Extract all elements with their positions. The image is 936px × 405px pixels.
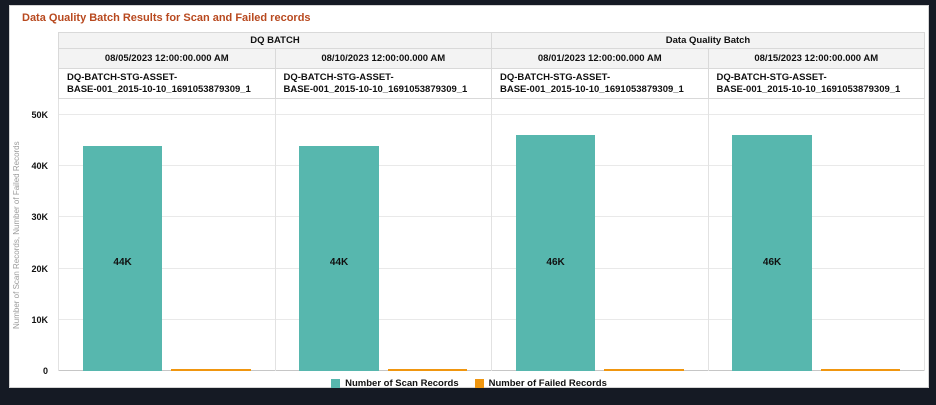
gridline — [59, 216, 925, 218]
legend-item-failed-records[interactable]: Number of Failed Records — [474, 377, 607, 389]
gridlines — [59, 99, 925, 371]
failed-records-bar[interactable] — [820, 369, 901, 371]
failed-records-bar[interactable] — [387, 369, 468, 371]
legend-label: Number of Failed Records — [488, 377, 607, 389]
legend-label: Number of Scan Records — [345, 377, 459, 389]
column-date-header: 08/15/2023 12:00:00.000 AM — [708, 49, 925, 69]
column-group-header: DQ BATCH — [59, 33, 492, 49]
gridline — [59, 267, 925, 269]
chart-column: 44K — [276, 99, 492, 371]
chart-panel: Data Quality Batch Results for Scan and … — [9, 5, 929, 390]
chart-legend: Number of Scan Records Number of Failed … — [10, 376, 928, 390]
column-series-label-row: DQ-BATCH-STG-ASSET- BASE-001_2015-10-10_… — [58, 69, 925, 99]
column-series-label: DQ-BATCH-STG-ASSET- BASE-001_2015-10-10_… — [275, 69, 492, 99]
failed-records-bar[interactable] — [604, 369, 684, 371]
y-axis-tick-label: 40K — [31, 161, 48, 172]
column-group-header: Data Quality Batch — [492, 33, 925, 49]
scan-records-bar[interactable]: 44K — [299, 145, 379, 371]
gridline — [59, 370, 925, 371]
column-series-label: DQ-BATCH-STG-ASSET- BASE-001_2015-10-10_… — [708, 69, 925, 99]
column-date-header: 08/01/2023 12:00:00.000 AM — [492, 49, 709, 69]
bar-value-label: 44K — [329, 257, 349, 268]
chart-column: 46K — [709, 99, 925, 371]
chart-column: 44K — [59, 99, 276, 371]
y-axis-tick-label: 30K — [31, 212, 48, 223]
y-axis-ticks: 0 10K 20K 30K 40K 50K — [10, 99, 54, 376]
bar-value-label: 46K — [546, 257, 565, 268]
bar-value-label: 46K — [762, 257, 782, 268]
column-group-header-row: DQ BATCH Data Quality Batch — [58, 32, 925, 49]
y-axis-tick-label: 10K — [31, 314, 48, 325]
column-series-label: DQ-BATCH-STG-ASSET- BASE-001_2015-10-10_… — [59, 69, 276, 99]
failed-records-bar[interactable] — [171, 369, 251, 371]
plot-area: 44K 44K 46K 46K — [58, 99, 925, 371]
failed-records-swatch-icon — [474, 378, 484, 388]
column-date-header-row: 08/05/2023 12:00:00.000 AM 08/10/2023 12… — [58, 49, 925, 69]
gridline — [59, 114, 925, 115]
legend-item-scan-records[interactable]: Number of Scan Records — [331, 378, 459, 389]
chart-column: 46K — [492, 99, 709, 371]
column-date-header: 08/05/2023 12:00:00.000 AM — [59, 49, 276, 69]
column-series-label: DQ-BATCH-STG-ASSET- BASE-001_2015-10-10_… — [492, 69, 709, 99]
y-axis-tick-label: 20K — [31, 263, 48, 274]
gridline — [59, 318, 925, 320]
scan-records-bar[interactable]: 46K — [515, 135, 596, 371]
plot-columns: 44K 44K 46K 46K — [59, 99, 925, 371]
scan-records-bar[interactable]: 44K — [82, 145, 163, 371]
gridline — [59, 165, 925, 167]
bar-value-label: 44K — [113, 257, 132, 268]
y-axis-tick-label: 0 — [42, 366, 48, 376]
y-axis-tick-label: 50K — [31, 110, 48, 120]
scan-records-bar[interactable]: 46K — [732, 135, 812, 371]
column-date-header: 08/10/2023 12:00:00.000 AM — [275, 49, 492, 69]
chart-title: Data Quality Batch Results for Scan and … — [22, 12, 311, 24]
scan-records-swatch-icon — [331, 378, 341, 388]
